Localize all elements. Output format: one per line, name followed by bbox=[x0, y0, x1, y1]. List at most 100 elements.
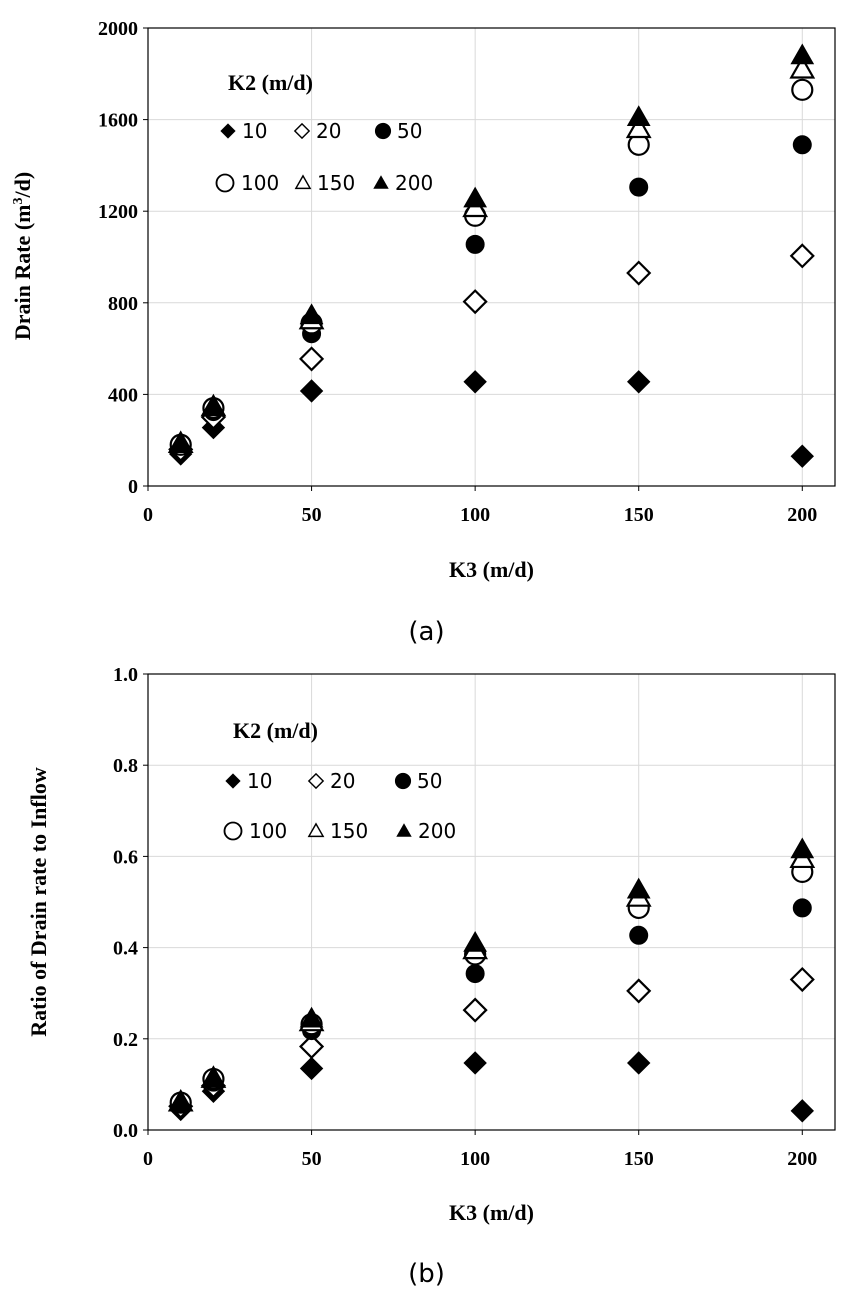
legend-item-20: 20 bbox=[293, 119, 341, 143]
series-k2-150 bbox=[167, 56, 816, 453]
legend-marker-200 bbox=[396, 823, 412, 837]
data-point bbox=[168, 430, 193, 452]
x-axis-title: K3 (m/d) bbox=[449, 557, 534, 582]
data-point bbox=[629, 177, 649, 197]
y-tick-label: 0.2 bbox=[113, 1029, 138, 1051]
series-k2-100 bbox=[169, 860, 814, 1114]
legend-marker-10 bbox=[225, 773, 241, 789]
figure-caption: (b) bbox=[408, 1259, 445, 1289]
y-tick-label: 0.4 bbox=[113, 938, 138, 960]
data-point bbox=[790, 43, 815, 65]
legend-item-20: 20 bbox=[307, 769, 355, 793]
data-point bbox=[626, 105, 651, 127]
legend-label-200: 200 bbox=[418, 819, 456, 843]
legend-marker-20 bbox=[307, 772, 325, 790]
y-tick-label: 0.6 bbox=[113, 846, 138, 868]
legend-item-10: 10 bbox=[220, 119, 267, 143]
data-point bbox=[299, 1006, 324, 1028]
legend-label-150: 150 bbox=[317, 171, 355, 195]
y-tick-label: 0 bbox=[128, 476, 138, 498]
legend-label-20: 20 bbox=[316, 119, 341, 143]
data-point bbox=[790, 444, 814, 468]
data-point bbox=[629, 925, 649, 945]
x-tick-label: 50 bbox=[302, 504, 322, 526]
legend-label-100: 100 bbox=[249, 819, 287, 843]
y-tick-label: 0.0 bbox=[113, 1120, 138, 1142]
legend-marker-50 bbox=[394, 772, 412, 790]
y-axis-title: Drain Rate (m3/d) bbox=[10, 172, 35, 340]
legend-item-200: 200 bbox=[373, 171, 433, 195]
legend-label-20: 20 bbox=[330, 769, 355, 793]
data-point bbox=[790, 1099, 814, 1123]
legend-title: K2 (m/d) bbox=[228, 70, 313, 95]
legend-item-50: 50 bbox=[394, 769, 442, 793]
series-k2-20 bbox=[168, 243, 815, 462]
legend-item-200: 200 bbox=[396, 819, 456, 843]
y-tick-label: 1600 bbox=[98, 110, 138, 132]
y-tick-label: 800 bbox=[108, 293, 138, 315]
legend-label-50: 50 bbox=[417, 769, 442, 793]
data-point bbox=[789, 966, 815, 993]
data-point bbox=[201, 394, 226, 416]
data-point bbox=[791, 78, 814, 101]
data-point bbox=[789, 243, 815, 269]
data-point bbox=[463, 931, 488, 952]
legend-marker-200 bbox=[373, 175, 389, 189]
legend-marker-100 bbox=[215, 173, 235, 193]
legend-marker-10 bbox=[220, 123, 236, 139]
y-tick-label: 0.8 bbox=[113, 755, 138, 777]
legend: K2 (m/d) 10 20 50 100 150 200 bbox=[215, 70, 433, 195]
x-tick-label: 0 bbox=[143, 1148, 153, 1170]
legend-marker-20 bbox=[293, 122, 311, 140]
data-point bbox=[299, 1033, 325, 1060]
data-point bbox=[626, 978, 652, 1004]
data-point bbox=[299, 379, 324, 403]
x-tick-label: 0 bbox=[143, 504, 153, 526]
x-axis-title: K3 (m/d) bbox=[449, 1200, 534, 1225]
legend-item-10: 10 bbox=[225, 769, 272, 793]
data-point bbox=[627, 370, 651, 394]
data-point bbox=[463, 370, 487, 394]
data-point bbox=[626, 260, 652, 286]
legend-label-150: 150 bbox=[330, 819, 368, 843]
legend-item-150: 150 bbox=[294, 171, 355, 195]
y-axis-title: Ratio of Drain rate to Inflow bbox=[26, 767, 51, 1037]
data-point bbox=[463, 186, 488, 208]
x-tick-label: 200 bbox=[787, 504, 817, 526]
y-tick-label: 400 bbox=[108, 384, 138, 406]
plot-area bbox=[147, 673, 836, 1131]
data-point bbox=[463, 1051, 487, 1075]
legend-marker-150 bbox=[307, 822, 325, 838]
legend-item-100: 100 bbox=[223, 819, 287, 843]
y-tick-label: 1200 bbox=[98, 201, 138, 223]
chart-b: 0 50 100 150 200 0.0 0.2 0.4 0.6 0.8 1.0 K3 (m/d) Ra… bbox=[26, 664, 836, 1289]
legend-label-200: 200 bbox=[395, 171, 433, 195]
data-point bbox=[465, 234, 485, 254]
x-tick-label: 100 bbox=[460, 1148, 490, 1170]
series-k2-20 bbox=[168, 966, 815, 1119]
data-point bbox=[627, 1051, 651, 1075]
legend-item-100: 100 bbox=[215, 171, 279, 195]
data-point bbox=[168, 1089, 193, 1111]
figure-caption: (a) bbox=[408, 617, 444, 647]
legend-item-150: 150 bbox=[307, 819, 368, 843]
legend: K2 (m/d) 10 20 50 100 150 200 bbox=[223, 718, 456, 843]
legend-title: K2 (m/d) bbox=[233, 718, 318, 743]
legend-label-50: 50 bbox=[397, 119, 422, 143]
data-point bbox=[790, 837, 815, 859]
plot-area bbox=[147, 27, 836, 487]
legend-item-50: 50 bbox=[374, 119, 422, 143]
data-point bbox=[792, 898, 812, 918]
series-k2-150 bbox=[167, 845, 816, 1112]
legend-marker-50 bbox=[374, 122, 392, 140]
data-point bbox=[626, 877, 651, 899]
legend-label-100: 100 bbox=[241, 171, 279, 195]
legend-label-10: 10 bbox=[247, 769, 272, 793]
data-point bbox=[625, 115, 652, 139]
series-k2-10 bbox=[169, 1051, 814, 1123]
series-k2-50 bbox=[171, 898, 812, 1114]
data-point bbox=[299, 1056, 324, 1081]
y-tick-label: 2000 bbox=[98, 18, 138, 40]
